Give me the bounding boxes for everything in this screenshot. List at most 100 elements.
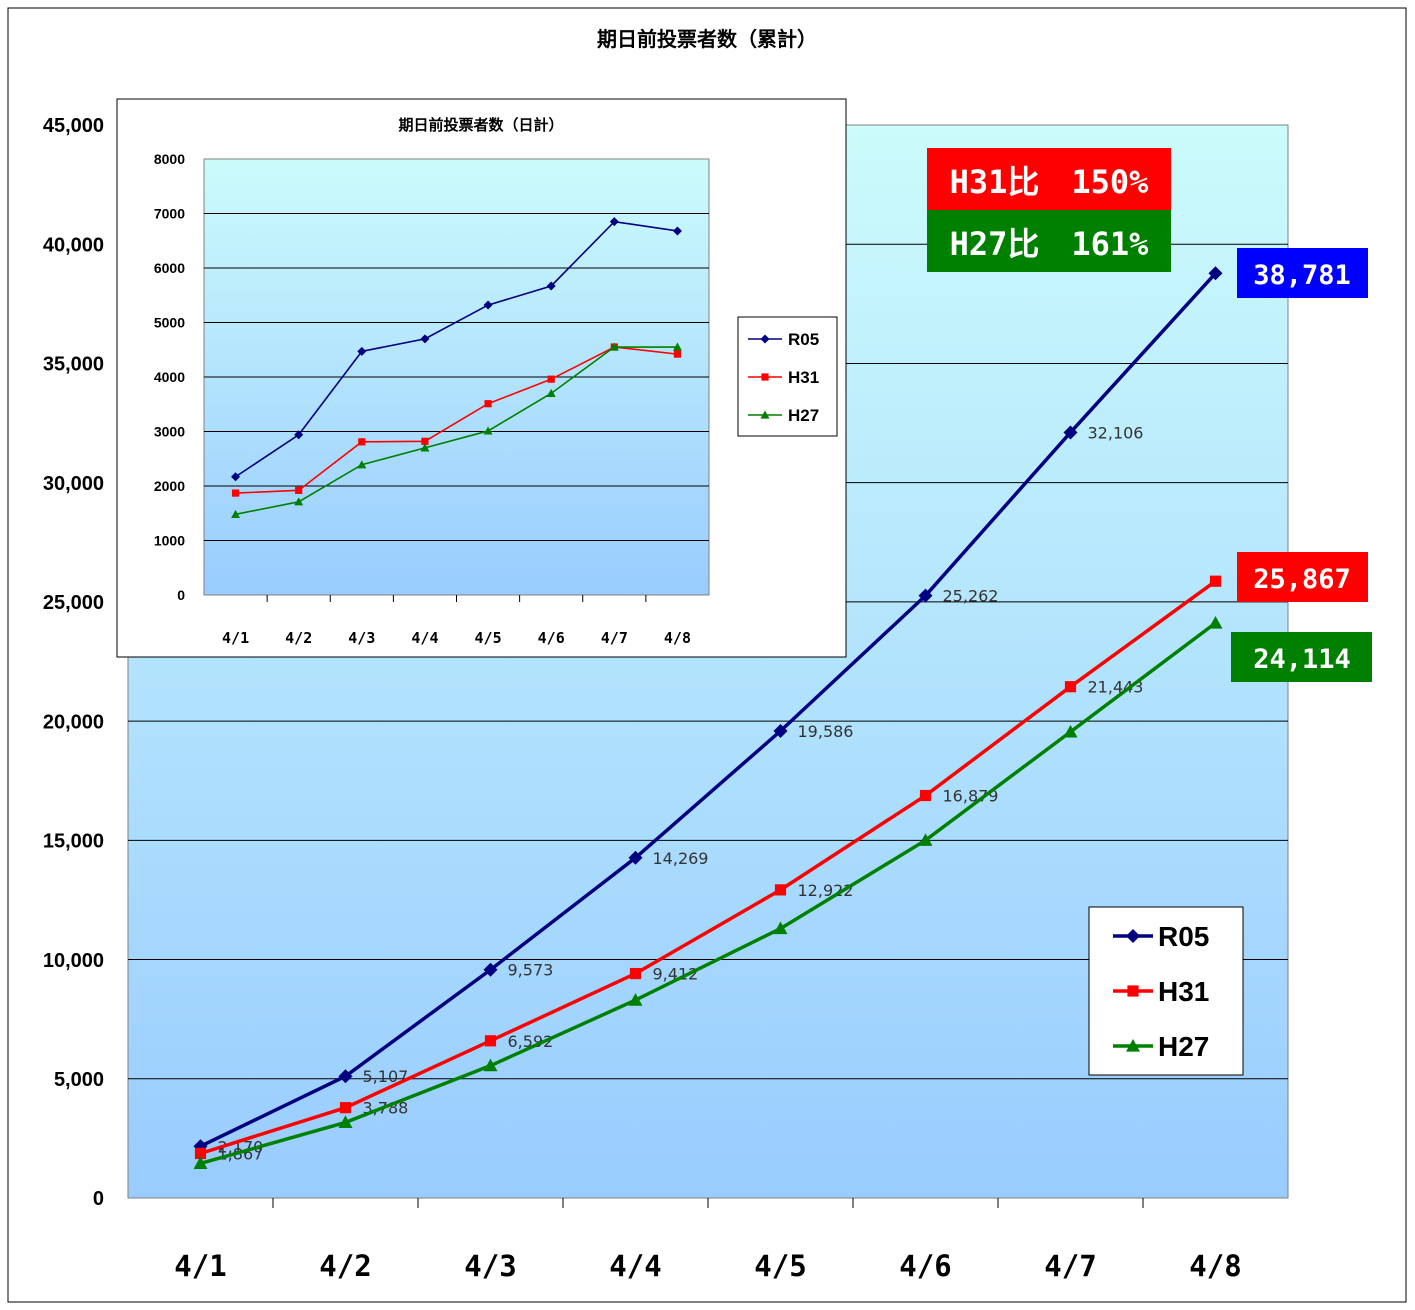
x-tick-label: 4/6 — [538, 629, 565, 647]
data-label-r05: 14,269 — [653, 849, 709, 868]
data-point-r05 — [1063, 425, 1078, 440]
data-label-r05: 25,262 — [943, 587, 999, 606]
ratio-h27-box — [927, 210, 1171, 272]
legend-swatch-marker — [761, 373, 769, 381]
legend-swatch-marker — [760, 334, 770, 344]
inset-chart-title: 期日前投票者数（日計） — [398, 116, 563, 134]
y-tick-label: 0 — [93, 1188, 104, 1210]
x-tick-label: 4/5 — [754, 1249, 806, 1283]
series-line-h31 — [235, 346, 678, 494]
data-point-h31 — [1209, 575, 1222, 587]
data-point-h27 — [773, 921, 788, 935]
data-point-h31 — [295, 486, 303, 494]
y-tick-label: 35,000 — [43, 354, 104, 376]
inset-chart: 期日前投票者数（日計） 0 1000 2000 3000 4000 5000 6000 700… — [116, 98, 847, 658]
legend-label-r05: R05 — [788, 330, 819, 349]
y-tick-label: 25,000 — [43, 592, 104, 614]
y-tick-label: 15,000 — [43, 831, 104, 853]
data-point-r05 — [231, 472, 241, 482]
y-tick-label: 5000 — [154, 315, 185, 331]
y-tick-label: 4000 — [154, 369, 185, 385]
legend-swatch-marker — [760, 410, 770, 419]
y-tick-label: 6000 — [154, 260, 185, 276]
legend-label-h27: H27 — [788, 406, 819, 425]
data-label-h31: 12,922 — [798, 881, 854, 900]
x-tick-label: 4/3 — [348, 629, 375, 647]
data-point-r05 — [338, 1069, 353, 1084]
data-point-h31 — [339, 1102, 352, 1114]
data-label-r05: 9,573 — [508, 961, 554, 980]
y-tick-label: 2000 — [154, 478, 185, 494]
x-tick-label: 4/4 — [411, 629, 438, 647]
data-point-h31 — [194, 1147, 207, 1160]
legend-label-h31: H31 — [788, 368, 819, 387]
y-tick-label: 20,000 — [43, 711, 104, 733]
y-tick-label: 3000 — [154, 424, 185, 440]
x-tick-label: 4/7 — [601, 629, 628, 647]
series-line-h27 — [235, 346, 678, 516]
data-point-h27 — [609, 342, 619, 351]
main-legend: R05 H31 H27 — [1088, 906, 1244, 1076]
legend-swatch-marker — [1126, 929, 1140, 943]
data-point-h31 — [421, 437, 429, 445]
y-tick-label: 30,000 — [43, 473, 104, 495]
data-point-r05 — [483, 300, 493, 310]
data-label-h31: 9,412 — [653, 965, 699, 984]
data-point-h27 — [357, 460, 367, 469]
data-label-r05: 2,170 — [218, 1137, 264, 1156]
y-tick-label: 40,000 — [43, 234, 104, 256]
data-point-h27 — [193, 1156, 208, 1170]
data-point-h27 — [918, 833, 933, 846]
end-label-h31: 25,867 — [1253, 564, 1351, 595]
data-label-r05: 32,106 — [1088, 423, 1144, 442]
data-point-r05 — [1208, 266, 1223, 281]
x-tick-label: 4/4 — [609, 1249, 661, 1283]
x-tick-label: 4/2 — [319, 1249, 371, 1283]
data-point-h27 — [483, 426, 493, 435]
data-point-h27 — [483, 1058, 498, 1072]
x-tick-label: 4/2 — [285, 629, 312, 647]
data-point-r05 — [294, 430, 304, 440]
data-point-h27 — [420, 443, 430, 452]
x-tick-label: 4/1 — [174, 1249, 226, 1283]
y-tick-label: 1000 — [154, 533, 185, 549]
y-tick-label: 45,000 — [43, 115, 104, 137]
x-tick-label: 4/8 — [1189, 1249, 1241, 1283]
data-point-h27 — [338, 1115, 353, 1129]
data-point-h27 — [294, 497, 304, 506]
data-point-h31 — [774, 884, 787, 896]
legend-label-r05: R05 — [1158, 921, 1209, 952]
data-point-h31 — [547, 375, 555, 383]
end-label-h27: 24,114 — [1253, 644, 1351, 675]
end-box-r05 — [1237, 248, 1368, 298]
data-point-h31 — [484, 1035, 497, 1047]
ratio-h27-text: H27比 161% — [950, 225, 1150, 263]
data-point-r05 — [420, 334, 430, 344]
y-tick-label: 8000 — [154, 151, 185, 167]
data-point-h31 — [629, 967, 642, 980]
data-point-r05 — [628, 850, 643, 865]
series-line-h31 — [199, 579, 1217, 1156]
data-point-r05 — [773, 723, 788, 738]
data-label-h31: 6,592 — [508, 1032, 554, 1051]
x-tick-label: 4/7 — [1044, 1249, 1096, 1283]
x-tick-label: 4/5 — [475, 629, 502, 647]
data-point-h27 — [628, 993, 643, 1006]
y-tick-label: 0 — [177, 587, 185, 603]
data-label-r05: 19,586 — [798, 722, 854, 741]
data-label-r05: 5,107 — [363, 1067, 409, 1086]
data-point-h27 — [672, 342, 682, 351]
end-value-boxes: 38,781 25,867 24,114 — [1231, 248, 1372, 682]
x-tick-label: 4/8 — [664, 629, 691, 647]
y-tick-label: 7000 — [154, 206, 185, 222]
end-box-h27 — [1231, 632, 1372, 682]
x-tick-label: 4/6 — [899, 1249, 951, 1283]
data-point-r05 — [672, 226, 682, 236]
data-point-r05 — [483, 962, 498, 977]
series-line-r05 — [199, 272, 1217, 1148]
data-point-r05 — [609, 217, 619, 227]
end-box-h31 — [1237, 552, 1368, 602]
data-point-h31 — [231, 489, 240, 497]
x-tick-label: 4/3 — [464, 1249, 516, 1283]
